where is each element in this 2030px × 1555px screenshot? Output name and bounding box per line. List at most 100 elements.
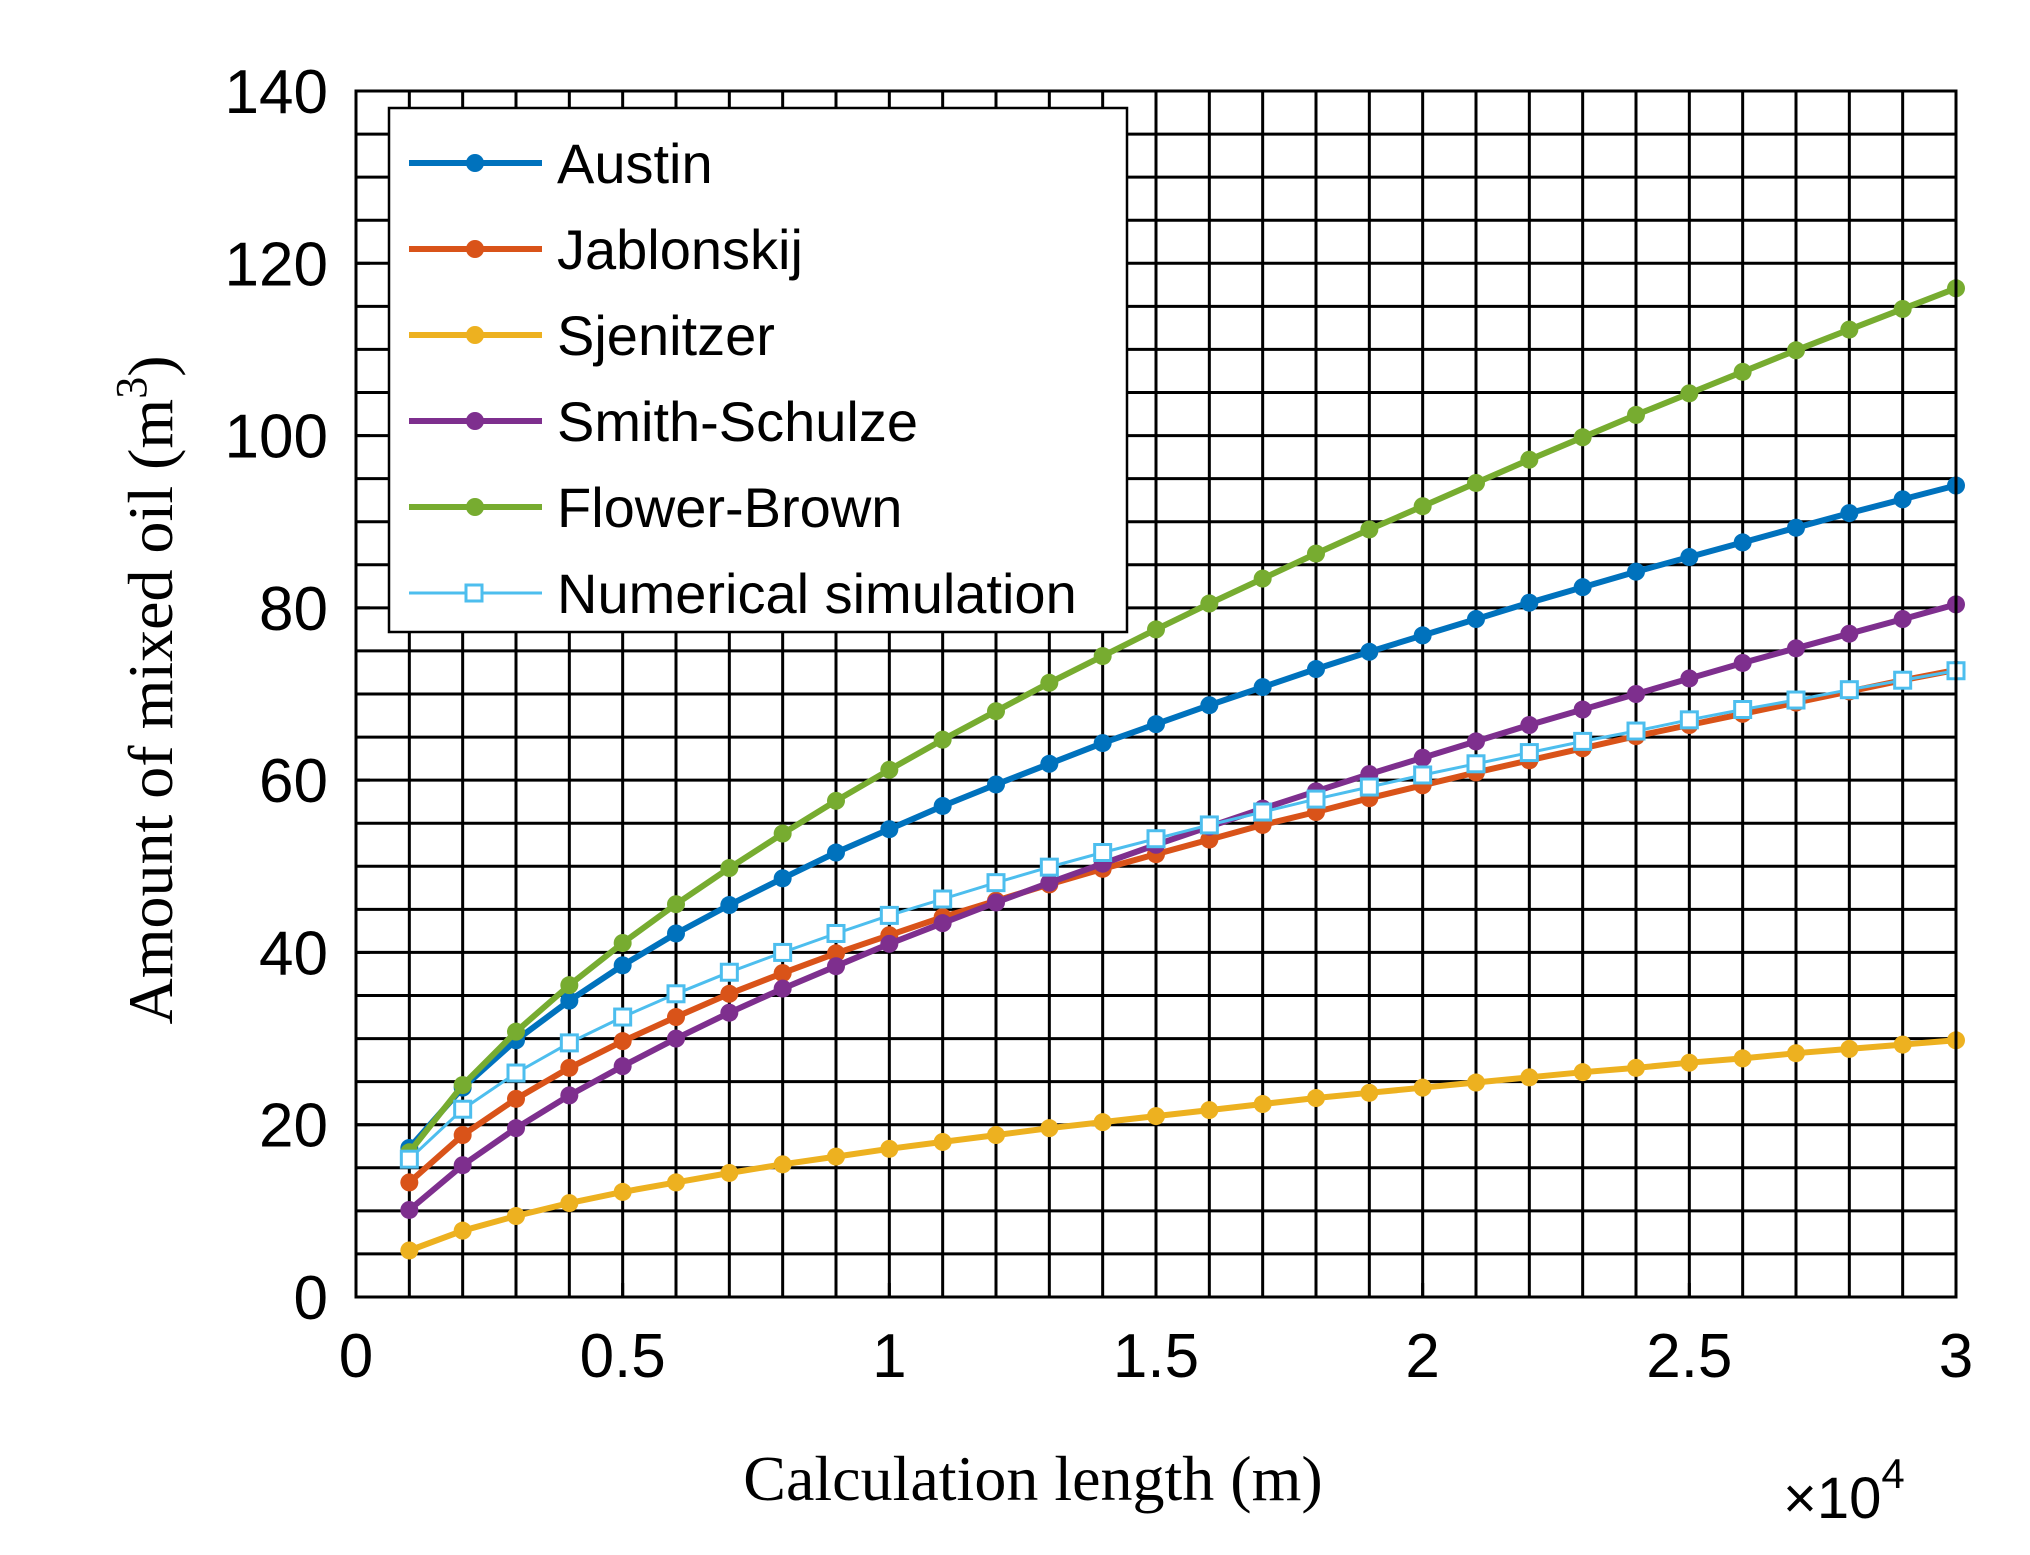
legend-entry: Austin — [409, 132, 713, 195]
data-point — [1786, 690, 1806, 710]
data-point — [1573, 700, 1592, 719]
data-point — [1520, 1068, 1539, 1087]
data-point — [1680, 384, 1699, 403]
data-point — [1360, 1083, 1379, 1102]
y-tick-label: 140 — [225, 58, 328, 127]
data-point — [507, 1119, 525, 1138]
data-point — [613, 1007, 633, 1027]
data-point — [1413, 748, 1432, 767]
data-point — [880, 820, 899, 839]
data-point — [1359, 777, 1379, 797]
data-point — [933, 730, 952, 749]
data-point — [773, 979, 792, 998]
data-point — [1040, 754, 1059, 773]
data-point — [1519, 743, 1539, 763]
data-point — [827, 843, 845, 862]
data-point — [399, 1149, 419, 1169]
data-point — [1253, 569, 1272, 588]
data-point — [400, 1200, 419, 1219]
axis-ticks: 0 0.5 1 1.5 2 2.5 3 0 20 40 60 80 100 120 140 — [225, 58, 1974, 1391]
legend-label: Flower-Brown — [557, 476, 902, 539]
data-point — [1307, 660, 1325, 679]
data-point — [986, 873, 1006, 893]
data-point — [720, 1163, 739, 1182]
data-point — [773, 869, 792, 888]
data-point — [1360, 520, 1379, 539]
x-tick-label: 1.5 — [1113, 1322, 1199, 1391]
data-point — [1627, 1058, 1645, 1077]
data-point — [1733, 362, 1752, 381]
data-point — [987, 1126, 1005, 1145]
data-point — [560, 991, 579, 1010]
data-point — [1199, 815, 1219, 835]
data-point — [827, 791, 845, 810]
data-point — [1040, 673, 1059, 692]
legend-entry: Smith-Schulze — [409, 390, 918, 453]
legend-label: Jablonskij — [557, 218, 803, 281]
data-point — [400, 1173, 419, 1192]
data-point — [1093, 843, 1113, 863]
data-point — [1467, 1073, 1485, 1092]
data-point — [1893, 610, 1912, 629]
legend-entry: Numerical simulation — [409, 562, 1077, 625]
data-point — [933, 914, 952, 933]
data-point — [560, 1058, 579, 1077]
data-point — [1520, 450, 1539, 469]
data-point — [1893, 299, 1912, 318]
data-point — [880, 934, 899, 953]
data-point — [987, 702, 1005, 721]
data-point — [507, 1022, 525, 1041]
data-point — [1627, 685, 1645, 703]
data-point — [1680, 669, 1699, 688]
data-point — [506, 1063, 526, 1083]
data-point — [453, 1076, 472, 1095]
data-point — [933, 796, 952, 815]
data-point — [1466, 754, 1486, 774]
x-tick-label: 2 — [1405, 1322, 1439, 1391]
data-point — [613, 1057, 632, 1076]
data-point — [1146, 829, 1166, 849]
data-point — [1839, 680, 1859, 700]
data-point — [667, 1008, 685, 1027]
data-point — [1733, 653, 1752, 672]
data-point — [667, 1173, 685, 1192]
data-point — [507, 1089, 525, 1108]
legend-marker — [466, 240, 484, 258]
data-point — [1253, 1095, 1272, 1114]
data-point — [1360, 642, 1379, 661]
data-point — [1787, 639, 1805, 658]
series-smith-schulze — [400, 595, 1965, 1219]
y-tick-label: 80 — [259, 575, 328, 644]
data-point — [1680, 1053, 1699, 1072]
legend-marker — [466, 412, 484, 430]
data-point — [613, 1032, 632, 1051]
data-point — [453, 1221, 472, 1240]
data-point — [1147, 715, 1165, 734]
y-tick-label: 0 — [294, 1264, 328, 1333]
data-point — [1306, 789, 1326, 809]
data-point — [827, 1147, 845, 1166]
data-point — [1200, 696, 1219, 715]
series-flower-brown — [400, 279, 1965, 1162]
legend-marker — [466, 154, 484, 172]
data-point — [720, 1003, 739, 1022]
x-tick-label: 1 — [872, 1322, 906, 1391]
legend-box — [387, 106, 1129, 634]
data-point — [1627, 405, 1645, 424]
data-point — [1467, 732, 1485, 751]
data-point — [1147, 1107, 1165, 1126]
data-point — [560, 1086, 579, 1105]
data-point — [560, 1194, 579, 1213]
data-point — [1733, 700, 1753, 720]
data-point — [613, 956, 632, 975]
data-point — [1893, 1035, 1912, 1054]
data-point — [1200, 830, 1219, 849]
legend-label: Austin — [557, 132, 713, 195]
data-point — [1467, 473, 1485, 492]
data-point — [1787, 341, 1805, 360]
data-point — [1520, 593, 1539, 612]
data-point — [827, 944, 845, 963]
data-point — [613, 933, 632, 952]
data-point — [1680, 548, 1699, 567]
x-tick-label: 0 — [339, 1322, 373, 1391]
